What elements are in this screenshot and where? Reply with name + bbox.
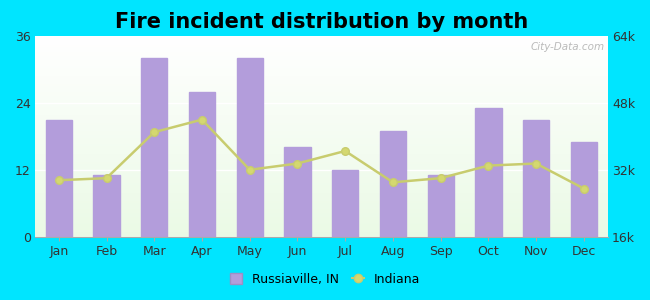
Bar [46, 120, 72, 237]
Bar [284, 148, 311, 237]
Bar [237, 58, 263, 237]
Bar [189, 92, 215, 237]
Bar [141, 58, 167, 237]
Legend: Russiaville, IN, Indiana: Russiaville, IN, Indiana [224, 268, 426, 291]
Text: City-Data.com: City-Data.com [530, 42, 605, 52]
Title: Fire incident distribution by month: Fire incident distribution by month [114, 12, 528, 32]
Bar [571, 142, 597, 237]
Bar [94, 176, 120, 237]
Bar [523, 120, 549, 237]
Bar [475, 109, 502, 237]
Bar [332, 170, 358, 237]
Bar [380, 131, 406, 237]
Bar [428, 176, 454, 237]
